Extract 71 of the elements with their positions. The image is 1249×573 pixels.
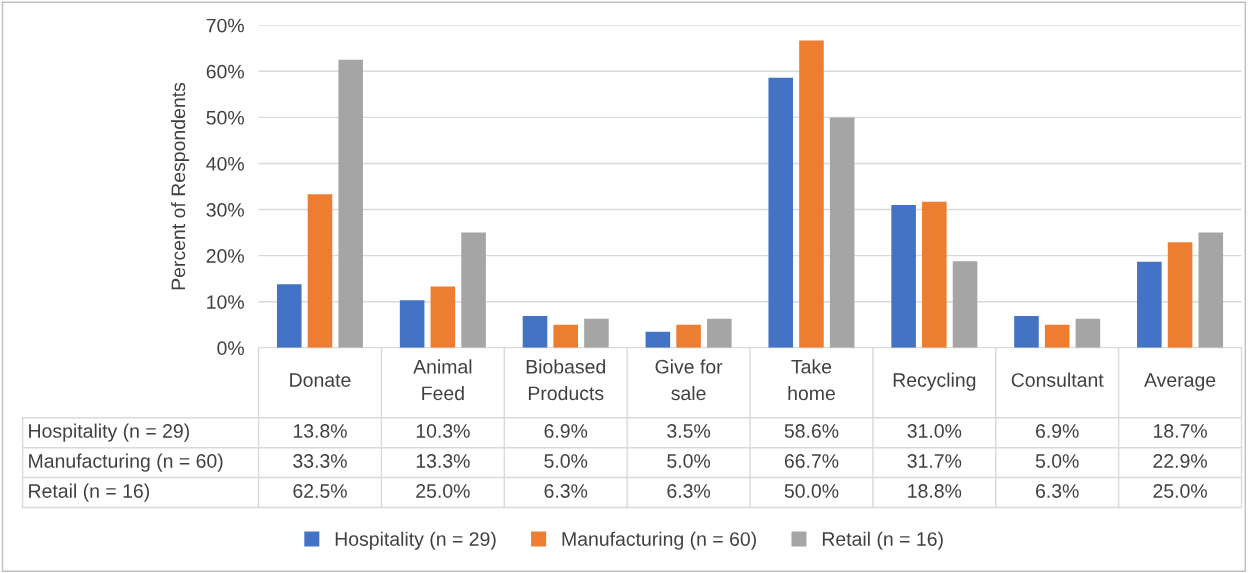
data-label: 5.0%: [544, 454, 588, 468]
bar: [707, 318, 732, 348]
x-tick-label: Donate: [290, 373, 351, 387]
bar: [338, 59, 363, 348]
bar: [1014, 316, 1039, 348]
bar: [461, 232, 486, 348]
data-label: 62.5%: [293, 484, 347, 498]
bar: [1167, 242, 1193, 348]
y-tick-label: 60%: [206, 64, 244, 79]
data-label: 33.3%: [293, 454, 347, 468]
data-label: 18.7%: [1153, 424, 1207, 438]
data-label: 5.0%: [667, 454, 711, 468]
data-label: 31.7%: [907, 454, 962, 468]
data-label: 66.7%: [784, 454, 839, 468]
y-tick-label: 0%: [217, 341, 244, 356]
bar: [1075, 318, 1101, 348]
y-tick-label: 70%: [206, 18, 244, 33]
data-label: 25.0%: [416, 484, 470, 498]
x-tick-label: Average: [1144, 373, 1216, 391]
bar: [584, 318, 609, 348]
data-label: 18.8%: [908, 484, 962, 498]
bar: [768, 77, 794, 348]
bar: [1137, 261, 1162, 348]
y-tick-label: 50%: [206, 110, 244, 125]
data-label: 22.9%: [1153, 454, 1207, 468]
text: Retail (n = 16): [29, 483, 150, 502]
text: Manufacturing (n = 60): [29, 453, 223, 472]
legend-label: Hospitality (n = 29): [335, 531, 496, 550]
data-label: 6.9%: [544, 424, 588, 438]
legend-label: Manufacturing (n = 60): [562, 531, 756, 550]
data-label: 58.6%: [784, 424, 839, 438]
bar: [1044, 324, 1070, 348]
bar: [676, 324, 701, 348]
data-label: 6.3%: [1036, 484, 1079, 498]
bar: [430, 286, 456, 348]
bar: [522, 316, 548, 348]
bar: [891, 204, 916, 348]
data-label: 6.3%: [667, 484, 711, 498]
data-label: 25.0%: [1153, 484, 1207, 498]
bar: [553, 324, 579, 348]
data-label: 6.9%: [1036, 424, 1079, 438]
data-label: 6.3%: [544, 484, 588, 498]
y-tick-label: 30%: [206, 203, 244, 217]
x-tick-label: Recycling: [893, 372, 976, 391]
data-label: 5.0%: [1035, 454, 1079, 468]
data-label: 31.0%: [907, 424, 962, 438]
bar: [645, 331, 671, 348]
x-tick-label: Animal Feed: [413, 359, 472, 401]
bar: [799, 40, 824, 348]
bar: [922, 201, 947, 348]
data-label: 50.0%: [784, 484, 839, 498]
x-tick-label: Give for sale: [655, 359, 723, 401]
y-axis-title: Percent of Respondents: [170, 82, 190, 290]
y-tick-label: 20%: [206, 249, 244, 263]
x-tick-label: Take home: [788, 359, 835, 401]
bar: [307, 194, 333, 348]
y-tick-label: 10%: [207, 295, 244, 309]
bar: [1198, 232, 1224, 348]
y-tick-label: 40%: [206, 156, 244, 171]
legend-label: Retail (n = 16): [822, 531, 943, 550]
bar: [829, 117, 855, 348]
data-label: 13.8%: [293, 424, 347, 438]
data-label: 13.3%: [416, 454, 470, 468]
bar: [276, 284, 302, 348]
text: Hospitality (n = 29): [29, 423, 189, 442]
data-label: 3.5%: [667, 424, 711, 438]
x-tick-label: Consultant: [1011, 372, 1104, 387]
data-label: 10.3%: [416, 424, 470, 438]
x-tick-label: Biobased Products: [526, 359, 606, 401]
bar: [399, 300, 425, 348]
bar: [952, 261, 978, 348]
